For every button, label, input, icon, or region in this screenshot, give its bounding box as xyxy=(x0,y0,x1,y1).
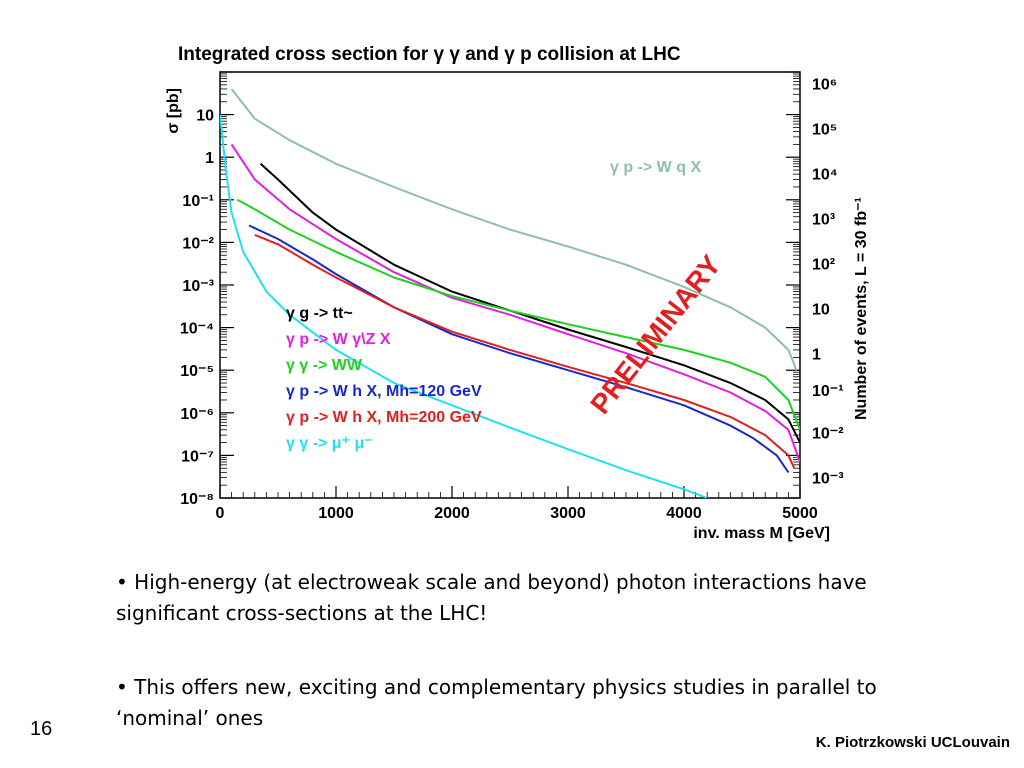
y-tick-label-left: 10⁻⁴ xyxy=(180,321,214,338)
y-tick-label-right: 10⁶ xyxy=(812,76,837,93)
author-credit: K. Piotrzkowski UCLouvain xyxy=(815,734,1010,751)
y-tick-label-right: 10⁻² xyxy=(812,426,844,443)
legend-entry-2: γ γ -> WW xyxy=(286,357,363,374)
y-tick-label-left: 10 xyxy=(196,108,214,125)
series-line-3 xyxy=(236,198,800,431)
y-tick-label-right: 10⁻¹ xyxy=(812,383,844,400)
x-tick-label: 1000 xyxy=(318,505,354,522)
legend-entry-5: γ γ -> μ⁺ μ⁻ xyxy=(286,435,373,452)
y-tick-label-right: 10² xyxy=(812,257,835,274)
y-tick-label-left: 10⁻³ xyxy=(182,278,214,295)
preliminary-watermark: PRELIMINARY xyxy=(584,249,727,420)
y-tick-label-right: 1 xyxy=(812,347,821,364)
legend-entry-0: γ g -> tt~ xyxy=(286,305,353,322)
x-tick-label: 0 xyxy=(216,505,225,522)
legend-entry-3: γ p -> W h X, Mh=120 GeV xyxy=(286,383,482,400)
y-tick-label-left: 10⁻⁵ xyxy=(180,363,214,380)
cross-section-chart: 0 1000 2000 3000 4000 5000 10⁻⁸ 10⁻⁷ 10⁻⁶ 10⁻⁵ 10⁻… xyxy=(165,71,870,542)
x-tick-label: 3000 xyxy=(550,505,586,522)
page-number: 16 xyxy=(30,718,53,740)
y-tick-label-left: 10⁻⁸ xyxy=(180,491,214,508)
series-line-1 xyxy=(259,163,800,444)
y-tick-label-left: 10⁻² xyxy=(182,235,214,252)
y-tick-label-left: 10⁻¹ xyxy=(182,193,214,210)
y-axis-label-right: Number of events, L = 30 fb⁻¹ xyxy=(853,197,870,420)
series-line-5 xyxy=(254,233,796,469)
y-tick-label-right: 10⁴ xyxy=(812,166,838,183)
series-line-0 xyxy=(230,88,798,371)
legend-entry-4: γ p -> W h X, Mh=200 GeV xyxy=(286,409,482,426)
x-tick-label: 5000 xyxy=(782,505,818,522)
y-tick-label-right: 10 xyxy=(812,302,830,319)
y-tick-label-right: 10⁵ xyxy=(812,121,837,138)
y-tick-label-left: 10⁻⁶ xyxy=(180,406,214,423)
x-axis-label: inv. mass M [GeV] xyxy=(693,525,830,542)
x-tick-label: 4000 xyxy=(666,505,702,522)
bullet-point-1: • High-energy (at electroweak scale and … xyxy=(116,570,867,625)
series-line-6 xyxy=(220,114,708,498)
y-tick-label-right: 10⁻³ xyxy=(812,471,844,488)
series-line-2 xyxy=(230,143,800,463)
y-tick-label-left: 10⁻⁷ xyxy=(181,448,214,465)
bullet-point-2: • This offers new, exciting and compleme… xyxy=(116,675,877,730)
x-tick-label: 2000 xyxy=(434,505,470,522)
series-line-4 xyxy=(248,224,790,473)
y-tick-label-right: 10³ xyxy=(812,212,835,229)
y-tick-label-left: 1 xyxy=(205,150,214,167)
wqx-annotation: γ p -> W q X xyxy=(610,159,701,176)
legend-entry-1: γ p -> W γ\Z X xyxy=(286,331,391,348)
chart-title: Integrated cross section for γ γ and γ p… xyxy=(178,44,681,65)
y-axis-label: σ [pb] xyxy=(165,88,182,134)
